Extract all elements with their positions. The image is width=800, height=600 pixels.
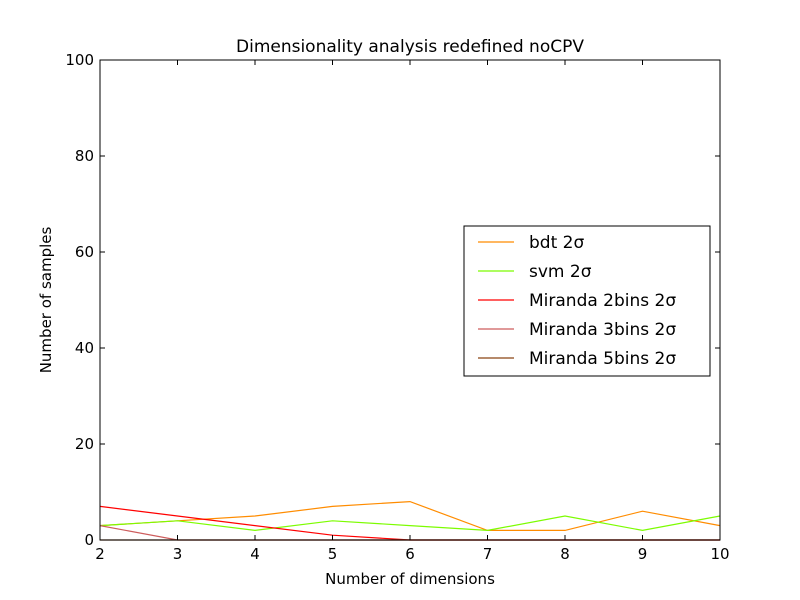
y-tick-label: 100 <box>65 51 94 69</box>
y-tick-label: 60 <box>75 243 94 261</box>
legend-box <box>463 225 711 377</box>
x-tick-label: 10 <box>710 545 729 563</box>
legend: bdt 2σ svm 2σ Miranda 2bins 2σ Miranda 3bin… <box>463 225 711 377</box>
x-tick-label: 7 <box>483 545 493 563</box>
x-tick-label: 3 <box>173 545 183 563</box>
x-tick-label: 9 <box>638 545 648 563</box>
legend-label-3: Miranda 3bins 2σ <box>529 320 676 340</box>
x-tick-label: 4 <box>250 545 260 563</box>
chart-title: Dimensionality analysis redefined noCPV <box>236 37 584 57</box>
y-tick-label: 0 <box>84 531 94 549</box>
y-tick-label: 20 <box>75 435 94 453</box>
plot-frame <box>99 59 721 541</box>
y-tick-label: 40 <box>75 339 94 357</box>
y-axis-label: Number of samples <box>37 227 55 374</box>
legend-label-0: bdt 2σ <box>529 233 584 253</box>
x-tick-label: 5 <box>328 545 338 563</box>
legend-label-2: Miranda 2bins 2σ <box>529 291 676 311</box>
x-axis-label: Number of dimensions <box>325 570 495 588</box>
legend-label-1: svm 2σ <box>529 262 592 282</box>
x-tick-label: 2 <box>95 545 105 563</box>
legend-label-4: Miranda 5bins 2σ <box>529 349 676 369</box>
y-tick-label: 80 <box>75 147 94 165</box>
x-tick-label: 6 <box>405 545 415 563</box>
series-line-1 <box>99 515 721 532</box>
x-tick-label: 8 <box>560 545 570 563</box>
